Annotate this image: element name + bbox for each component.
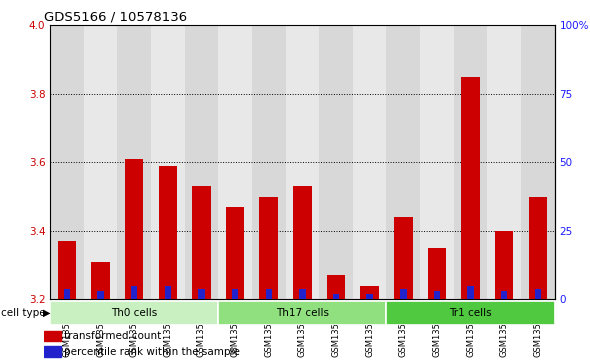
Bar (461, 77, 480, 299)
Bar (467, 286, 474, 299)
Bar (394, 217, 412, 299)
Bar (529, 197, 547, 299)
Bar (501, 291, 507, 299)
Bar (91, 262, 110, 299)
Bar (159, 166, 177, 299)
Bar (165, 286, 171, 299)
Bar (386, 25, 420, 299)
Bar (44, 331, 61, 341)
Bar (535, 289, 541, 299)
Bar (299, 289, 306, 299)
Text: Th17 cells: Th17 cells (276, 308, 329, 318)
Bar (319, 25, 353, 299)
Text: cell type: cell type (1, 308, 49, 318)
Text: Tr1 cells: Tr1 cells (449, 308, 492, 318)
Bar (252, 25, 286, 299)
Text: percentile rank within the sample: percentile rank within the sample (64, 347, 240, 356)
Bar (50, 301, 218, 325)
Bar (218, 25, 252, 299)
Bar (428, 248, 446, 299)
Bar (198, 289, 205, 299)
Bar (293, 187, 312, 299)
Bar (218, 301, 386, 325)
Bar (117, 25, 151, 299)
Text: ▶: ▶ (42, 308, 50, 318)
Bar (400, 289, 407, 299)
Bar (260, 197, 278, 299)
Bar (232, 289, 238, 299)
Bar (434, 291, 440, 299)
Bar (266, 289, 272, 299)
Bar (64, 289, 70, 299)
Bar (521, 25, 555, 299)
Bar (360, 286, 379, 299)
Bar (333, 294, 339, 299)
Bar (487, 25, 521, 299)
Bar (495, 231, 513, 299)
Bar (353, 25, 386, 299)
Bar (192, 187, 211, 299)
Bar (97, 291, 104, 299)
Bar (50, 25, 84, 299)
Bar (420, 25, 454, 299)
Bar (185, 25, 218, 299)
Text: Th0 cells: Th0 cells (111, 308, 158, 318)
Bar (151, 25, 185, 299)
Bar (454, 25, 487, 299)
Bar (58, 241, 76, 299)
Bar (84, 25, 117, 299)
Bar (386, 301, 555, 325)
Text: transformed count: transformed count (64, 331, 162, 341)
Bar (286, 25, 319, 299)
Bar (327, 276, 345, 299)
Bar (131, 286, 137, 299)
Bar (125, 159, 143, 299)
Bar (366, 294, 373, 299)
Text: GDS5166 / 10578136: GDS5166 / 10578136 (44, 11, 188, 24)
Bar (44, 346, 61, 357)
Bar (226, 207, 244, 299)
